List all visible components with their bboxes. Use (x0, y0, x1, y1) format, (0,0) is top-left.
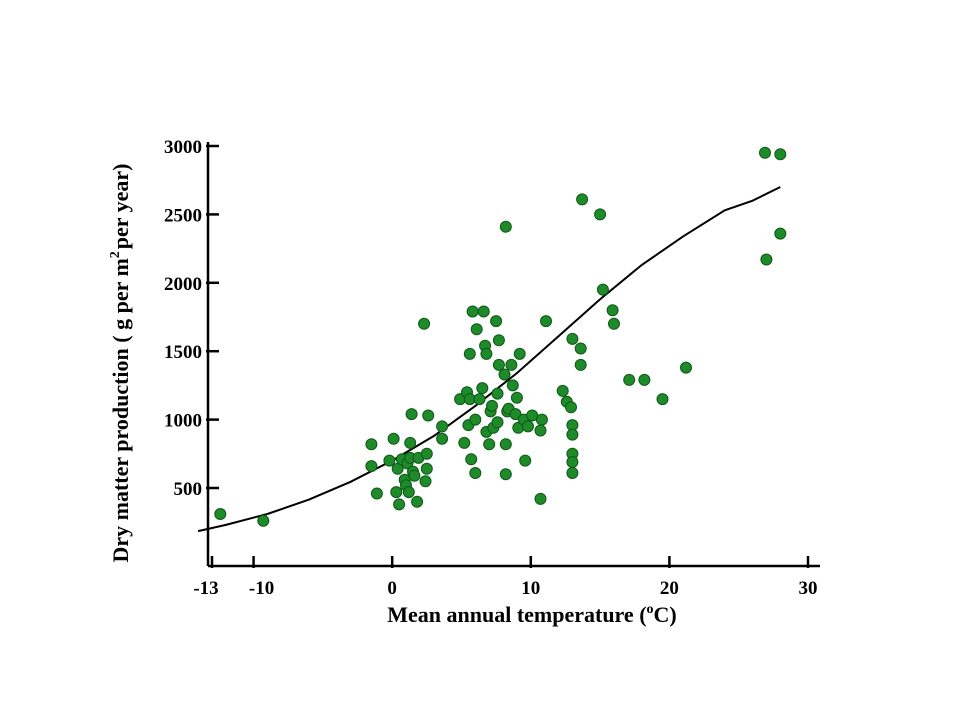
chart-marks (197, 146, 787, 533)
y-tick-label: 2500 (164, 205, 202, 226)
y-tick-label: 1500 (164, 342, 202, 363)
y-axis-title: Dry matter production ( g per m2 per year… (108, 163, 133, 562)
data-point (420, 447, 433, 460)
y-tick-label: 1000 (164, 411, 202, 432)
data-point (422, 409, 435, 422)
data-point (606, 304, 619, 317)
data-point (408, 469, 421, 482)
data-point (623, 373, 636, 386)
x-axis-title-superscript: o (647, 602, 654, 617)
data-point (469, 413, 482, 426)
data-point (574, 358, 587, 371)
data-point (576, 193, 589, 206)
y-axis-title-end: per year) (108, 163, 133, 249)
data-point (499, 468, 512, 481)
data-point (463, 347, 476, 360)
data-point (574, 342, 587, 355)
data-point (419, 475, 432, 488)
data-point (566, 332, 579, 345)
x-tick-label: 10 (521, 578, 540, 599)
chart-labels: 500 1000 1500 2000 2500 3000 -13 -10 0 10 20 30 (164, 137, 818, 599)
data-point (436, 420, 449, 433)
data-point (490, 315, 503, 328)
x-axis-title: Mean annual temperature (oC) (387, 602, 677, 627)
data-point (436, 432, 449, 445)
data-point (480, 347, 493, 360)
data-point (402, 486, 415, 499)
data-point (365, 438, 378, 451)
data-point (390, 486, 403, 499)
data-point (477, 305, 490, 318)
data-point (499, 438, 512, 451)
data-point (257, 514, 270, 527)
data-point (469, 467, 482, 479)
data-point (566, 428, 579, 441)
data-point (540, 315, 552, 328)
data-point (656, 393, 669, 406)
x-axis-title-unit: C) (654, 602, 677, 627)
data-point (466, 305, 479, 318)
x-tick-label: 30 (799, 578, 818, 599)
data-point (491, 387, 504, 400)
data-point (534, 492, 547, 505)
data-point (492, 334, 505, 347)
chart-axes (206, 142, 820, 568)
y-tick-label: 3000 (164, 137, 202, 158)
data-point (387, 432, 400, 445)
data-point (535, 413, 548, 426)
y-axis-title-superscript: 2 (108, 251, 123, 258)
y-tick-label: 500 (174, 479, 203, 500)
data-point (491, 416, 504, 429)
data-point (556, 384, 569, 397)
data-point (519, 454, 532, 467)
data-point (383, 454, 396, 467)
data-point (774, 148, 787, 161)
data-point (499, 220, 512, 233)
data-point (565, 401, 577, 414)
data-point (534, 424, 547, 437)
data-point (566, 467, 579, 479)
data-point (370, 487, 383, 500)
x-tick-label: 0 (387, 578, 397, 599)
x-tick-label: -10 (249, 578, 274, 599)
data-point (420, 462, 433, 475)
x-axis-title-main: Mean annual temperature ( (387, 602, 646, 627)
y-axis-title-main: Dry matter production ( g per m (108, 258, 133, 562)
data-point (365, 460, 378, 473)
data-point (638, 373, 651, 386)
data-point (498, 368, 511, 381)
data-point (760, 253, 773, 266)
data-point (505, 358, 518, 371)
data-point (510, 391, 523, 404)
x-tick-label: -13 (193, 578, 218, 599)
data-point (759, 146, 771, 159)
data-point (473, 393, 486, 406)
data-point (506, 379, 519, 392)
data-point (214, 508, 227, 520)
data-point (509, 408, 522, 421)
data-point (486, 399, 498, 412)
y-tick-label: 2000 (164, 274, 202, 295)
data-point (596, 283, 609, 296)
data-point (680, 361, 692, 374)
data-point (594, 208, 607, 221)
data-point (522, 420, 534, 433)
data-point (393, 498, 406, 511)
data-point (513, 347, 526, 360)
x-tick-label: 20 (660, 578, 679, 599)
data-point (476, 382, 489, 395)
data-point (774, 227, 787, 240)
data-point (418, 317, 431, 330)
data-point (470, 323, 483, 336)
data-point (492, 358, 505, 371)
data-point (483, 438, 496, 451)
data-point (465, 453, 478, 466)
data-point (566, 456, 579, 468)
data-point (608, 317, 620, 330)
data-point (411, 495, 424, 508)
data-point (404, 436, 417, 449)
data-point (405, 408, 418, 421)
data-point (458, 436, 471, 449)
